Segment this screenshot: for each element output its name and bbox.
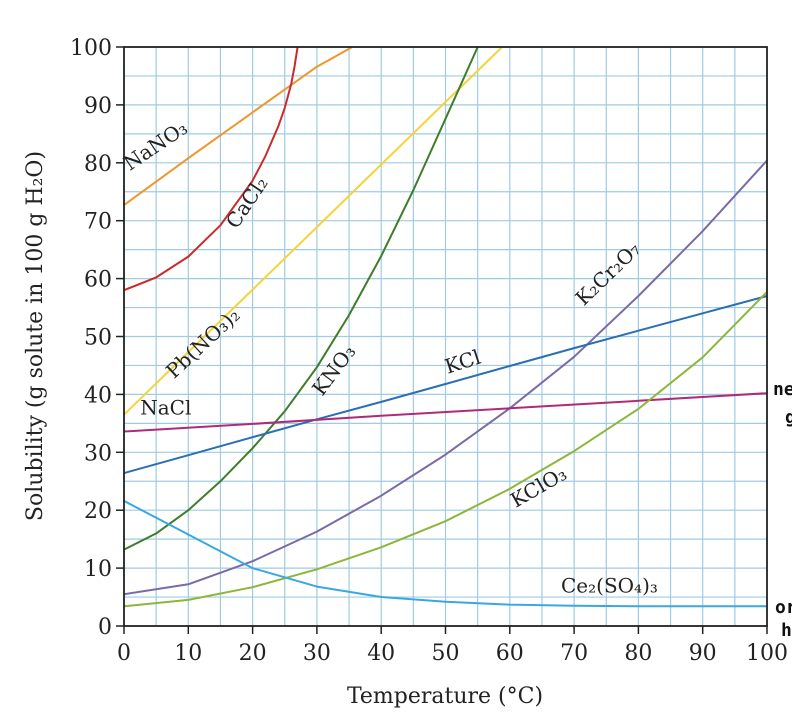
x-tick-label: 10 [174,641,202,666]
series-line [123,46,479,551]
x-tick-label: 20 [239,641,267,666]
y-tick-label: 10 [84,557,112,582]
series-line [123,500,767,608]
y-tick-label: 20 [84,499,112,524]
svg-text:g: g [785,407,792,428]
curve-label: Ce₂(SO₄)₃ [561,573,658,597]
x-tick-label: 90 [689,641,717,666]
x-tick-label: 70 [560,641,588,666]
y-axis-title: Solubility (g solute in 100 g H₂O) [23,151,48,521]
series-line [123,392,768,433]
svg-text:or: or [775,597,792,618]
handwritten-annotations: ne g or h [773,379,792,641]
curve-label: NaCl [140,396,191,420]
grid-lines [123,46,768,627]
y-tick-label: 60 [84,268,112,293]
y-tick-label: 80 [84,152,112,177]
x-tick-label: 80 [624,641,652,666]
y-tick-label: 40 [84,383,112,408]
series-line [123,46,503,416]
svg-text:ne: ne [773,379,792,400]
curve-label: Pb(NO₃)₂ [161,303,245,383]
axes [116,46,768,634]
curve-label: NaNO₃ [119,116,192,176]
series-line [123,291,768,608]
x-tick-label: 50 [432,641,460,666]
series-line [123,159,768,596]
y-tick-label: 0 [98,615,112,640]
x-axis-title: Temperature (°C) [347,684,543,709]
x-tick-label: 30 [303,641,331,666]
series-line [123,46,299,292]
x-tick-label: 40 [367,641,395,666]
curve-label: KClO₃ [506,461,570,512]
curve-label: CaCl₂ [221,172,273,233]
series-line [123,295,768,475]
y-tick-label: 90 [84,94,112,119]
x-tick-label: 100 [746,641,788,666]
tick-labels: 0 10 20 30 40 50 60 70 80 90 100 0 10 20 30 40 50 60 70 80 9… [70,36,788,666]
curves [123,46,768,608]
svg-text:h: h [781,620,792,641]
x-tick-label: 60 [496,641,524,666]
y-tick-label: 30 [84,441,112,466]
y-tick-label: 70 [84,210,112,235]
x-tick-label: 0 [117,641,131,666]
series-line [123,46,353,206]
y-tick-label: 50 [84,326,112,351]
y-tick-label: 100 [70,36,112,61]
